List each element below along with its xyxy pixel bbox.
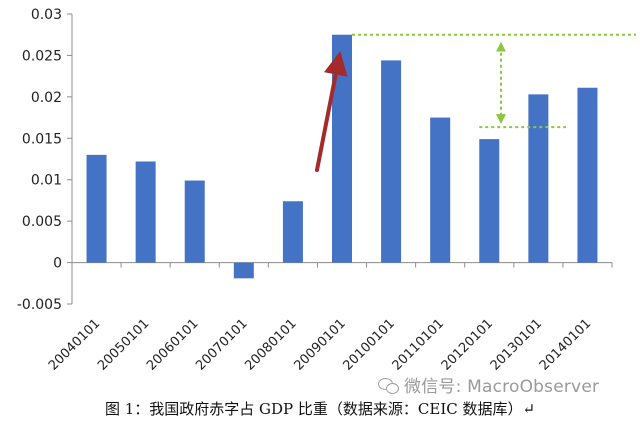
y-tick-label: 0 [53,256,62,272]
bar [479,139,500,263]
x-tick-label: 20060101 [144,316,201,373]
y-tick-label: -0.005 [17,297,62,313]
bar [332,34,352,263]
bar [86,154,107,263]
x-axis: 2004010120050101200601012007010120080101… [46,262,613,374]
y-tick-label: 0.015 [22,131,62,147]
y-tick-label: 0.02 [31,90,62,106]
x-tick-label: 20110101 [390,316,447,373]
x-tick-label: 20140101 [537,316,594,373]
x-tick-label: 20070101 [193,316,250,373]
x-tick-label: 20080101 [242,316,299,373]
y-tick-label: 0.005 [22,214,62,230]
bar [233,262,254,279]
watermark-text: 微信号: MacroObserver [404,377,600,397]
watermark: 微信号: MacroObserver [378,372,599,397]
y-tick-label: 0.03 [31,7,62,23]
x-tick-label: 20120101 [439,316,496,373]
trend-arrow [315,50,348,172]
chart-area: 0.03 0.025 0.02 0.015 0.01 0.005 0 -0.005 20040… [17,7,636,374]
annotations [315,33,636,172]
bar [430,117,451,263]
y-tick-label: 0.01 [31,173,62,189]
bar [184,180,205,263]
bar [577,87,598,263]
x-tick-label: 20050101 [95,316,152,373]
wechat-icon [378,377,400,394]
figure-caption: 图 1：我国政府赤字占 GDP 比重（数据来源：CEIC 数据库）↵ [104,400,536,418]
x-tick-label: 20130101 [488,316,545,373]
bar [381,60,402,263]
bar [528,94,549,263]
x-tick-label: 20040101 [46,316,103,373]
x-tick-label: 20090101 [291,316,348,373]
y-axis: 0.03 0.025 0.02 0.015 0.01 0.005 0 -0.005 [17,7,73,313]
y-tick-label: 0.025 [22,48,62,64]
bars [86,34,598,279]
bar [282,201,303,263]
x-tick-label: 20100101 [341,316,398,373]
bar [135,161,156,263]
